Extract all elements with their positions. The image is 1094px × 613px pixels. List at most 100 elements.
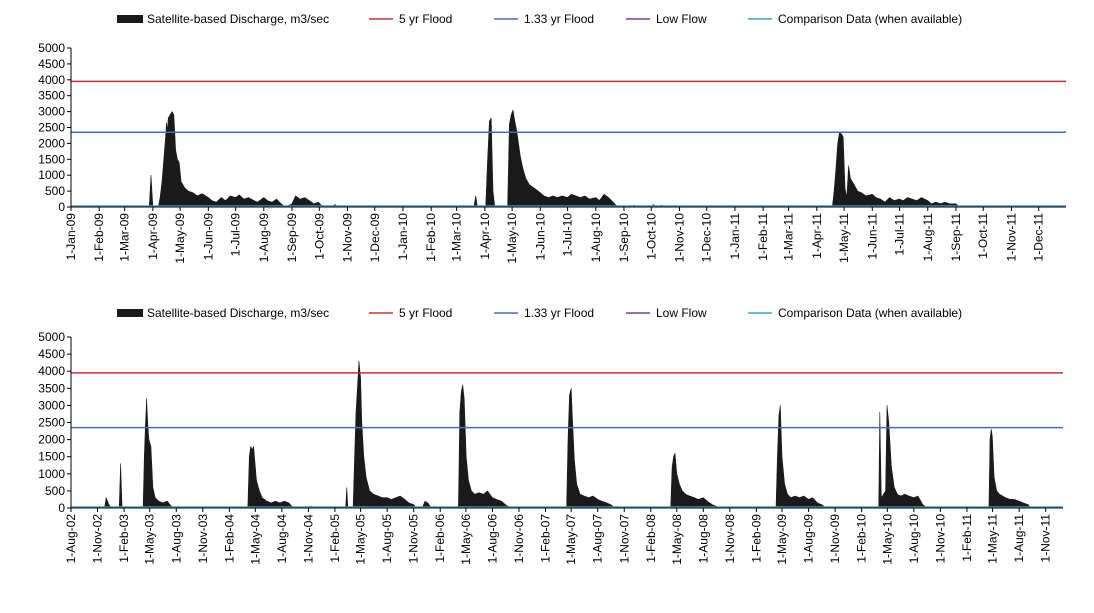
x-tick-label: 1-Jan-09: [64, 213, 78, 261]
legend-label: 1.33 yr Flood: [524, 12, 594, 26]
x-tick-label: 1-May-05: [354, 514, 368, 565]
x-tick-label: 1-Feb-04: [222, 514, 236, 563]
x-tick-label: 1-May-04: [248, 514, 262, 565]
x-tick-label: 1-Nov-09: [828, 514, 842, 564]
y-tick-label: 5000: [38, 41, 65, 55]
y-tick-label: 4500: [38, 347, 65, 361]
x-tick-label: 1-May-09: [775, 514, 789, 565]
x-tick-label: 1-Nov-11: [1004, 213, 1018, 262]
x-tick-label: 1-May-09: [173, 213, 187, 264]
x-tick-label: 1-Nov-04: [301, 514, 315, 564]
x-tick-label: 1-Dec-11: [1032, 213, 1046, 262]
x-tick-label: 1-Apr-11: [810, 213, 824, 259]
x-tick-label: 1-Apr-09: [146, 213, 160, 260]
y-tick-label: 4000: [38, 364, 65, 378]
legend-label: Comparison Data (when available): [778, 306, 962, 320]
legend-swatch-discharge: [117, 309, 143, 317]
x-tick-label: 1-Nov-07: [617, 514, 631, 564]
x-tick-label: 1-Aug-02: [64, 514, 78, 564]
x-tick-label: 1-Feb-07: [539, 514, 553, 563]
x-tick-label: 1-Nov-06: [512, 514, 526, 564]
x-tick-label: 1-Oct-09: [312, 213, 326, 260]
x-tick-label: 1-Jan-10: [396, 213, 410, 261]
x-tick-label: 1-Oct-11: [976, 213, 990, 259]
x-tick-label: 1-Sep-09: [285, 213, 299, 263]
x-tick-label: 1-Aug-09: [257, 213, 271, 263]
x-tick-label: 1-Feb-03: [117, 514, 131, 563]
x-tick-label: 1-Aug-05: [380, 514, 394, 564]
x-tick-label: 1-Dec-09: [368, 213, 382, 263]
x-tick-label: 1-Aug-06: [485, 514, 499, 564]
x-tick-label: 1-Nov-05: [407, 514, 421, 564]
x-tick-label: 1-Feb-09: [92, 213, 106, 262]
y-tick-label: 4000: [38, 73, 65, 87]
y-tick-label: 2500: [38, 416, 65, 430]
legend-swatch-discharge: [117, 15, 143, 23]
x-tick-label: 1-May-06: [459, 514, 473, 565]
x-tick-label: 1-Feb-09: [749, 514, 763, 563]
x-tick-label: 1-Aug-10: [907, 514, 921, 564]
x-tick-label: 1-May-03: [143, 514, 157, 565]
x-tick-label: 1-May-10: [880, 514, 894, 565]
x-tick-label: 1-Feb-11: [960, 514, 974, 562]
x-tick-label: 1-Aug-04: [275, 514, 289, 564]
y-tick-label: 5000: [38, 330, 65, 344]
x-tick-label: 1-Nov-10: [933, 514, 947, 564]
x-tick-label: 1-Aug-11: [921, 213, 935, 262]
legend-label: 1.33 yr Flood: [524, 306, 594, 320]
x-tick-label: 1-May-08: [670, 514, 684, 565]
y-tick-label: 1000: [38, 168, 65, 182]
chart-1: Satellite-based Discharge, m3/sec 5 yr Fl…: [38, 12, 1066, 264]
series-discharge-area: [104, 360, 1031, 509]
legend-label: 5 yr Flood: [399, 12, 452, 26]
chart-2: Satellite-based Discharge, m3/sec 5 yr Fl…: [38, 306, 1063, 565]
legend-label: Low Flow: [656, 12, 707, 26]
y-tick-label: 2000: [38, 136, 65, 150]
x-tick-label: 1-Oct-10: [644, 213, 658, 260]
x-tick-label: 1-May-11: [986, 514, 1000, 564]
y-tick-label: 1500: [38, 450, 65, 464]
x-tick-label: 1-Sep-11: [949, 213, 963, 262]
x-tick-label: 1-Feb-06: [433, 514, 447, 563]
x-tick-label: 1-Aug-08: [696, 514, 710, 564]
x-tick-label: 1-Nov-03: [196, 514, 210, 564]
x-tick-label: 1-Jul-10: [561, 213, 575, 257]
x-tick-label: 1-Jul-11: [893, 213, 907, 256]
x-tick-label: 1-May-10: [505, 213, 519, 264]
x-tick-label: 1-Nov-11: [1039, 514, 1053, 563]
x-tick-label: 1-Mar-09: [118, 213, 132, 262]
legend-label: Satellite-based Discharge, m3/sec: [147, 12, 329, 26]
x-tick-label: 1-Feb-08: [644, 514, 658, 563]
y-tick-label: 3500: [38, 381, 65, 395]
y-tick-label: 0: [58, 200, 65, 214]
x-tick-label: 1-Jun-11: [865, 213, 879, 260]
x-tick-label: 1-May-07: [564, 514, 578, 565]
x-tick-label: 1-Nov-10: [673, 213, 687, 263]
x-tick-label: 1-Aug-09: [802, 514, 816, 564]
x-tick-label: 1-Jul-09: [229, 213, 243, 257]
x-tick-label: 1-Jan-11: [728, 213, 742, 260]
x-tick-label: 1-Mar-11: [782, 213, 796, 261]
y-tick-label: 3000: [38, 398, 65, 412]
x-tick-label: 1-Apr-10: [478, 213, 492, 260]
legend-label: Comparison Data (when available): [778, 12, 962, 26]
legend-label: 5 yr Flood: [399, 306, 452, 320]
x-tick-label: 1-Dec-10: [700, 213, 714, 263]
series-discharge-area: [148, 109, 960, 208]
y-tick-label: 500: [45, 184, 65, 198]
x-tick-label: 1-Nov-02: [91, 514, 105, 564]
x-tick-label: 1-Feb-11: [756, 213, 770, 261]
x-tick-label: 1-Mar-10: [450, 213, 464, 262]
x-tick-label: 1-Feb-05: [328, 514, 342, 563]
x-tick-label: 1-Nov-09: [341, 213, 355, 263]
x-tick-label: 1-Feb-10: [855, 514, 869, 563]
legend: Satellite-based Discharge, m3/sec 5 yr Fl…: [117, 306, 962, 320]
x-tick-label: 1-May-11: [837, 213, 851, 263]
legend: Satellite-based Discharge, m3/sec 5 yr Fl…: [117, 12, 962, 26]
y-tick-label: 3500: [38, 89, 65, 103]
x-tick-label: 1-Aug-07: [591, 514, 605, 564]
legend-label: Low Flow: [656, 306, 707, 320]
legend-label: Satellite-based Discharge, m3/sec: [147, 306, 329, 320]
x-tick-label: 1-Aug-10: [589, 213, 603, 263]
